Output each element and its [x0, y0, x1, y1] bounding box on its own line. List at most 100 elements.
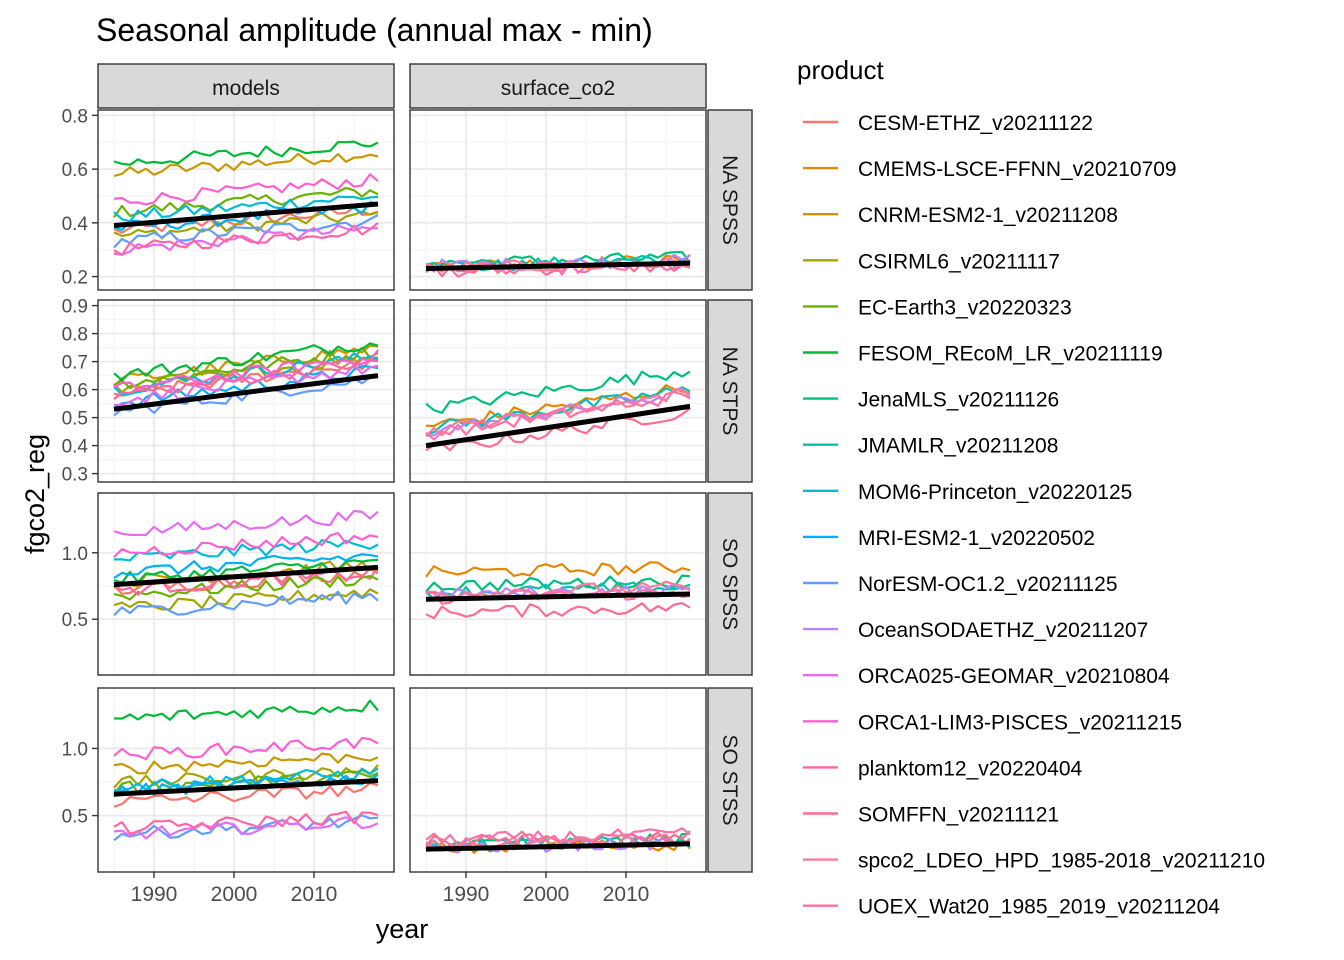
- legend-label-mri-esm2-1-v20220502: MRI-ESM2-1_v20220502: [858, 527, 1095, 550]
- panel-background: [410, 300, 706, 482]
- panel-border: [97, 299, 395, 483]
- y-tick-label: 1.0: [62, 739, 88, 760]
- series-line-mri-esm2-1-v20220502: [113, 553, 379, 579]
- legend: product CESM-ETHZ_v20211122 CMEMS-LSCE-FF…: [797, 55, 1265, 919]
- series-line-ec-earth3-v20220323: [113, 346, 379, 390]
- y-tick-label: 0.6: [62, 381, 88, 402]
- x-tick-label: 1990: [443, 883, 490, 906]
- series-line-cesm-ethz-v20211122: [113, 206, 379, 234]
- panel-border: [97, 687, 395, 873]
- series-line-somffn-v20211121: [425, 601, 691, 620]
- y-tick-label: 0.6: [62, 160, 88, 181]
- legend-label-orca1-lim3-pisces-v20211215: ORCA1-LIM3-PISCES_v20211215: [858, 711, 1182, 734]
- trend-line: [425, 403, 691, 449]
- panel-border: [409, 109, 707, 291]
- x-tick-label: 1990: [131, 883, 178, 906]
- facet-label-so-spss: SO SPSS: [718, 538, 741, 630]
- legend-label-fesom-recom-lr-v20211119: FESOM_REcoM_LR_v20211119: [858, 343, 1163, 366]
- panel-border: [97, 109, 395, 291]
- series-line-orca025-geomar-v20210804: [113, 363, 379, 407]
- series-line-fesom-recom-lr-v20211119: [113, 342, 379, 382]
- y-tick-label: 0.5: [62, 409, 88, 430]
- series-line-planktom12-v20220404: [113, 358, 379, 400]
- legend-label-oceansodaethz-v20211207: OceanSODAETHZ_v20211207: [858, 619, 1148, 642]
- y-tick-label: 0.9: [62, 297, 88, 318]
- series-line-jenamls-v20211126: [425, 574, 691, 593]
- series-line-ec-earth3-v20220323: [113, 574, 379, 601]
- series-line-uoex-wat20-1985-2019-v20211204: [425, 827, 691, 846]
- panel-na-spss-models: 0.2 0.4 0.6 0.8: [62, 106, 395, 291]
- facet-strip-models: [97, 63, 395, 109]
- series-line-uoex-wat20-1985-2019-v20211204: [425, 588, 691, 605]
- facet-label-na-spss: NA SPSS: [718, 155, 741, 245]
- series-line-orca025-geomar-v20210804: [113, 509, 379, 537]
- x-tick-label: 2000: [211, 883, 258, 906]
- facet-strip-so-stss: [707, 687, 753, 873]
- legend-label-mom6-princeton-v20220125: MOM6-Princeton_v20220125: [858, 481, 1132, 504]
- y-tick-label: 0.2: [62, 268, 88, 289]
- series-line-orca1-lim3-pisces-v20211215: [113, 173, 379, 206]
- trend-line: [113, 778, 379, 797]
- panel-so-stss-models: 0.5 1.0 1990 2000 2010: [62, 687, 395, 906]
- legend-label-noresm-oc1-2-v20211125: NorESM-OC1.2_v20211125: [858, 573, 1118, 596]
- legend-title: product: [797, 55, 884, 85]
- series-line-orca1-lim3-pisces-v20211215: [113, 531, 379, 558]
- facet-label-models: models: [212, 77, 280, 100]
- chart-title: Seasonal amplitude (annual max - min): [96, 12, 653, 48]
- legend-label-spco2-ldeo-hpd-1985-2018-v20211210: spco2_LDEO_HPD_1985-2018_v20211210: [858, 850, 1265, 873]
- facet-label-surface-co2: surface_co2: [501, 77, 615, 100]
- y-tick-label: 0.8: [62, 325, 88, 346]
- series-line-orca025-geomar-v20210804: [113, 816, 379, 840]
- legend-label-cesm-ethz-v20211122: CESM-ETHZ_v20211122: [858, 112, 1093, 135]
- facet-strip-na-spss: [707, 109, 753, 291]
- y-tick-label: 1.0: [62, 544, 88, 565]
- series-line-orca025-geomar-v20210804: [113, 224, 379, 256]
- y-tick-label: 0.5: [62, 610, 88, 631]
- y-axis-title: fgco2_reg: [20, 434, 50, 554]
- panel-border: [409, 687, 707, 873]
- legend-label-jenamls-v20211126: JenaMLS_v20211126: [858, 389, 1059, 412]
- facet-panels: models surface_co2 NA SPSS NA STPS SO SPSS SO…: [62, 63, 753, 906]
- trend-line: [113, 201, 379, 229]
- panel-border: [409, 492, 707, 676]
- series-line-fesom-recom-lr-v20211119: [113, 699, 379, 721]
- panel-border: [97, 492, 395, 676]
- series-line-noresm-oc1-2-v20211125: [113, 214, 379, 249]
- facet-strip-surface-co2: [409, 63, 707, 109]
- series-line-fesom-recom-lr-v20211119: [113, 140, 379, 166]
- panel-border: [409, 299, 707, 483]
- y-tick-label: 0.5: [62, 807, 88, 828]
- legend-label-jmamlr-v20211208: JMAMLR_v20211208: [858, 435, 1058, 458]
- series-line-uoex-wat20-1985-2019-v20211204: [425, 391, 691, 441]
- series-line-jenamls-v20211126: [425, 370, 691, 414]
- legend-label-ec-earth3-v20220323: EC-Earth3_v20220323: [858, 296, 1072, 319]
- series-line-orca1-lim3-pisces-v20211215: [113, 736, 379, 761]
- panel-so-spss-surface-co2: [409, 492, 707, 676]
- series-line-mom6-princeton-v20220125: [113, 195, 379, 223]
- legend-label-cmems-lsce-ffnn-v20210709: CMEMS-LSCE-FFNN_v20210709: [858, 158, 1177, 181]
- facet-label-so-stss: SO STSS: [718, 734, 741, 825]
- facet-strip-so-spss: [707, 492, 753, 676]
- facet-strip-na-stps: [707, 299, 753, 483]
- series-line-cesm-ethz-v20211122: [113, 781, 379, 808]
- legend-label-planktom12-v20220404: planktom12_v20220404: [858, 757, 1083, 780]
- y-tick-label: 0.4: [62, 214, 89, 235]
- y-tick-label: 0.3: [62, 465, 88, 486]
- x-tick-label: 2010: [291, 883, 338, 906]
- series-line-cnrm-esm2-1-v20211208: [113, 152, 379, 178]
- x-tick-label: 2000: [523, 883, 570, 906]
- series-line-ec-earth3-v20220323: [113, 186, 379, 218]
- series-line-noresm-oc1-2-v20211125: [113, 376, 379, 417]
- y-tick-label: 0.4: [62, 437, 89, 458]
- trend-line: [425, 260, 691, 272]
- legend-label-cnrm-esm2-1-v20211208: CNRM-ESM2-1_v20211208: [858, 204, 1118, 227]
- series-line-orca1-lim3-pisces-v20211215: [113, 349, 379, 390]
- trend-line: [425, 841, 691, 852]
- series-line-somffn-v20211121: [425, 830, 691, 848]
- y-tick-label: 0.8: [62, 106, 88, 127]
- series-line-spco2-ldeo-hpd-1985-2018-v20211210: [425, 388, 691, 438]
- facet-label-na-stps: NA STPS: [718, 347, 741, 436]
- trend-line: [113, 373, 379, 412]
- panel-na-stps-surface-co2: [409, 299, 707, 483]
